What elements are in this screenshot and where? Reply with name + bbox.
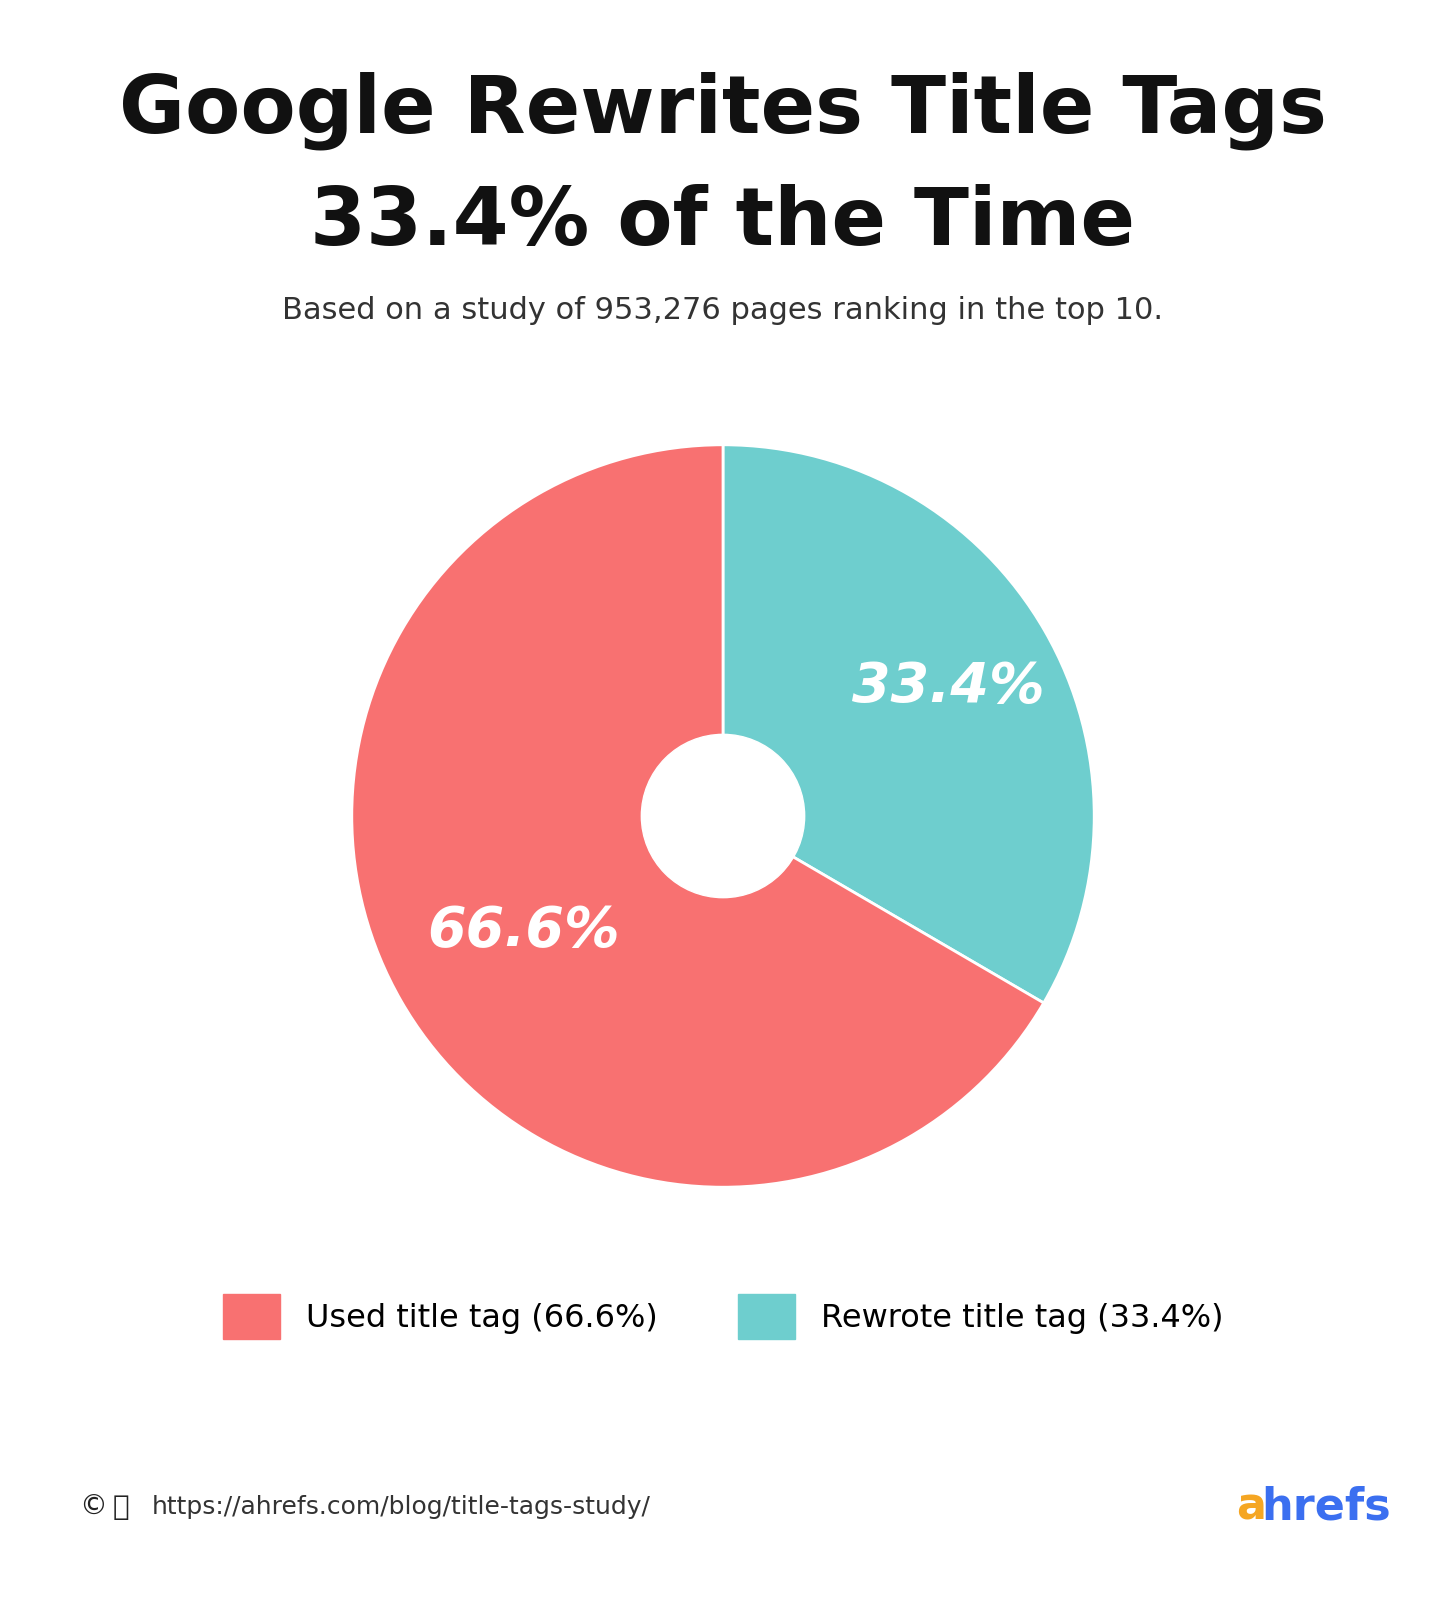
Text: Based on a study of 953,276 pages ranking in the top 10.: Based on a study of 953,276 pages rankin… (282, 296, 1164, 325)
Text: Google Rewrites Title Tags: Google Rewrites Title Tags (119, 72, 1327, 150)
Text: 33.4%: 33.4% (852, 659, 1044, 714)
Text: hrefs: hrefs (1261, 1486, 1391, 1528)
Wedge shape (723, 445, 1095, 1003)
Legend: Used title tag (66.6%), Rewrote title tag (33.4%): Used title tag (66.6%), Rewrote title ta… (210, 1282, 1236, 1352)
Text: a: a (1236, 1486, 1267, 1528)
Circle shape (642, 734, 804, 898)
Text: ⓘ: ⓘ (113, 1493, 129, 1522)
Text: https://ahrefs.com/blog/title-tags-study/: https://ahrefs.com/blog/title-tags-study… (152, 1494, 651, 1520)
Text: ©: © (80, 1493, 107, 1522)
Wedge shape (351, 445, 1044, 1187)
Text: 66.6%: 66.6% (427, 904, 620, 958)
Text: 33.4% of the Time: 33.4% of the Time (311, 184, 1135, 262)
